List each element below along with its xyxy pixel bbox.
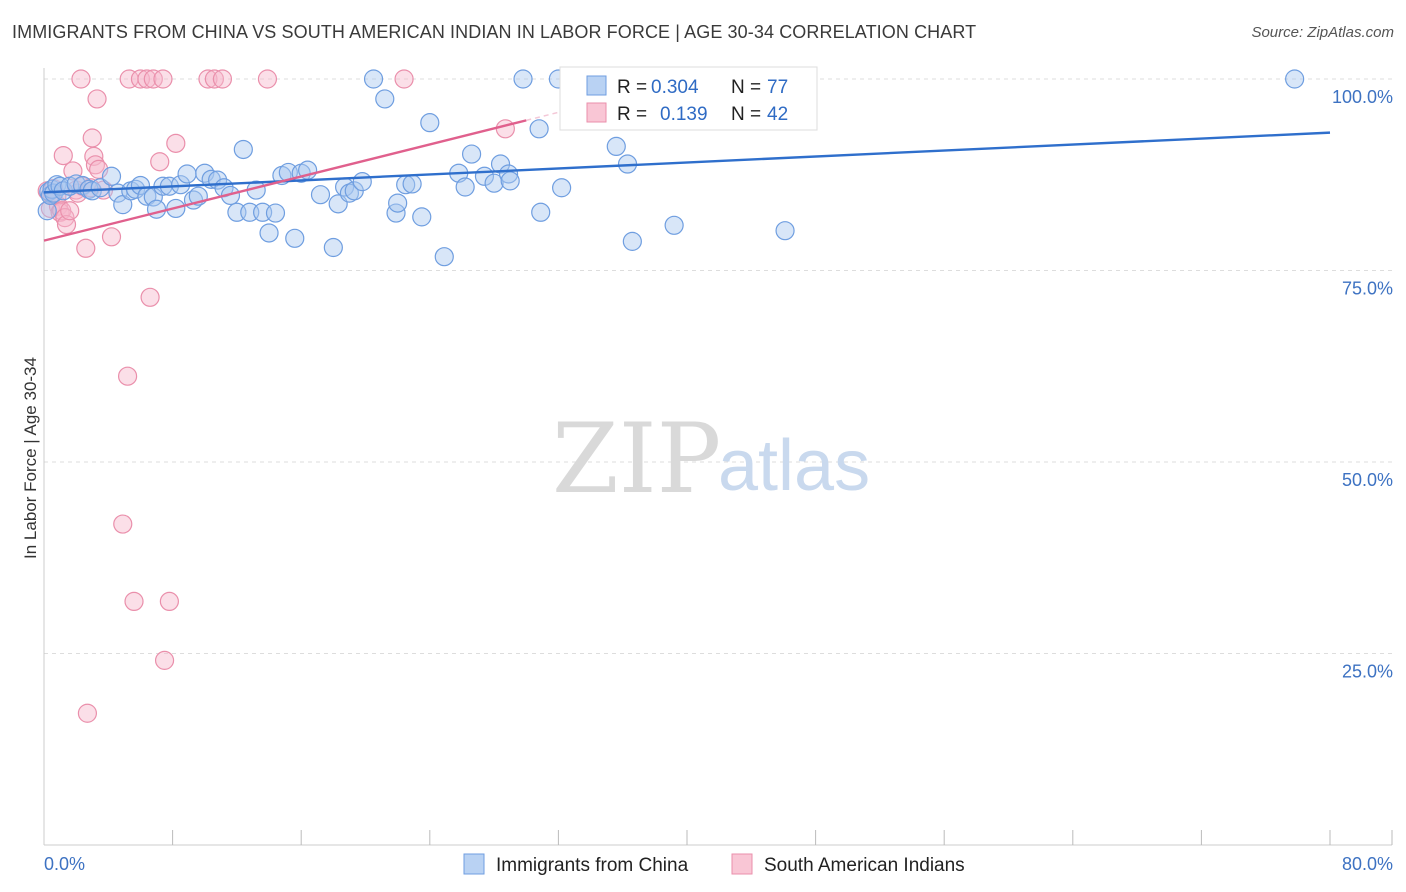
legend-n-label-pink: N = bbox=[731, 104, 761, 125]
point-china bbox=[622, 231, 642, 251]
point-south-american-indian bbox=[394, 69, 414, 89]
point-south-american-indian bbox=[153, 69, 173, 89]
legend-r-value-blue: 0.304 bbox=[651, 77, 699, 98]
point-china bbox=[386, 203, 406, 223]
y-axis-label: In Labor Force | Age 30-34 bbox=[21, 357, 40, 559]
bottom-legend-label-blue: Immigrants from China bbox=[496, 855, 689, 876]
point-china bbox=[90, 178, 110, 198]
point-china bbox=[531, 202, 551, 222]
point-china bbox=[1285, 69, 1305, 89]
legend-n-value-blue: 77 bbox=[767, 77, 788, 98]
watermark-atlas: atlas bbox=[718, 426, 870, 506]
legend: R = 0.304 N = 77 R = 0.139 N = 42 bbox=[559, 66, 818, 131]
point-china bbox=[412, 207, 432, 227]
point-china bbox=[285, 228, 305, 248]
legend-r-label-pink: R = bbox=[617, 104, 647, 125]
point-china bbox=[66, 174, 86, 194]
legend-n-label-blue: N = bbox=[731, 77, 761, 98]
point-china bbox=[552, 178, 572, 198]
series-south-american-indians bbox=[37, 69, 515, 723]
y-tick-label: 75.0% bbox=[1342, 279, 1393, 299]
point-china bbox=[37, 201, 57, 221]
point-china bbox=[606, 136, 626, 157]
point-south-american-indian bbox=[495, 119, 515, 139]
point-china bbox=[177, 164, 197, 184]
point-china bbox=[420, 113, 440, 133]
point-south-american-indian bbox=[166, 133, 186, 153]
point-south-american-indian bbox=[159, 591, 179, 612]
point-china bbox=[388, 193, 408, 213]
point-south-american-indian bbox=[204, 69, 224, 89]
point-china bbox=[484, 173, 504, 193]
point-china bbox=[664, 215, 684, 235]
point-china bbox=[130, 175, 151, 196]
point-china bbox=[352, 172, 372, 192]
point-south-american-indian bbox=[117, 366, 138, 386]
point-china bbox=[265, 203, 286, 223]
source-label: Source: ZipAtlas.com bbox=[1251, 24, 1394, 41]
point-china bbox=[310, 185, 331, 205]
point-china bbox=[775, 221, 795, 241]
point-south-american-indian bbox=[140, 287, 160, 307]
x-tick-label: 0.0% bbox=[44, 854, 85, 874]
y-tick-label: 50.0% bbox=[1342, 470, 1393, 490]
point-china bbox=[323, 237, 343, 258]
bottom-legend-swatch-blue bbox=[463, 853, 485, 875]
point-china bbox=[529, 119, 549, 139]
point-china bbox=[513, 69, 533, 89]
point-south-american-indian bbox=[143, 69, 163, 89]
point-south-american-indian bbox=[82, 128, 102, 148]
point-south-american-indian bbox=[101, 227, 122, 247]
legend-r-value-pink: 0.139 bbox=[660, 104, 708, 125]
point-china bbox=[363, 69, 384, 89]
bottom-legend-label-pink: South American Indians bbox=[764, 855, 965, 876]
point-china bbox=[402, 174, 422, 194]
point-china bbox=[490, 154, 511, 174]
legend-r-label-blue: R = bbox=[617, 77, 647, 98]
watermark-zip: ZIP bbox=[552, 403, 721, 515]
grid-lines bbox=[44, 78, 1392, 654]
point-south-american-indian bbox=[198, 69, 218, 89]
point-china bbox=[455, 177, 475, 197]
y-tick-label: 25.0% bbox=[1342, 662, 1393, 682]
watermark: ZIP atlas bbox=[552, 403, 870, 515]
point-south-american-indian bbox=[257, 69, 278, 89]
point-china bbox=[375, 89, 395, 109]
point-south-american-indian bbox=[154, 650, 175, 670]
point-south-american-indian bbox=[87, 89, 107, 109]
point-south-american-indian bbox=[137, 69, 157, 89]
x-tick-label: 80.0% bbox=[1342, 854, 1393, 874]
bottom-legend: Immigrants from China South American Ind… bbox=[463, 853, 965, 876]
trend-line-pink bbox=[43, 119, 527, 242]
point-south-american-indian bbox=[124, 591, 144, 612]
axes bbox=[43, 68, 1393, 846]
point-south-american-indian bbox=[113, 514, 133, 534]
series-immigrants-from-china bbox=[37, 69, 1305, 267]
legend-swatch-blue bbox=[586, 75, 607, 96]
point-south-american-indian bbox=[150, 152, 170, 172]
point-south-american-indian bbox=[212, 69, 233, 89]
point-china bbox=[101, 166, 122, 186]
point-china bbox=[500, 171, 520, 191]
tick-labels: 25.0% 50.0% 75.0% 100.0% 0.0% 80.0% bbox=[44, 87, 1393, 874]
point-china bbox=[461, 144, 482, 164]
legend-swatch-pink bbox=[586, 102, 607, 123]
point-south-american-indian bbox=[60, 201, 80, 221]
point-south-american-indian bbox=[77, 703, 98, 723]
point-china bbox=[259, 223, 279, 243]
y-tick-label: 100.0% bbox=[1332, 87, 1393, 107]
chart-title: IMMIGRANTS FROM CHINA VS SOUTH AMERICAN … bbox=[12, 22, 977, 42]
point-south-american-indian bbox=[71, 69, 91, 89]
point-china bbox=[233, 139, 253, 160]
bottom-legend-swatch-pink bbox=[731, 853, 753, 875]
legend-n-value-pink: 42 bbox=[767, 104, 788, 125]
point-south-american-indian bbox=[53, 146, 73, 166]
point-china bbox=[146, 199, 167, 219]
trend-line-blue bbox=[43, 131, 1331, 194]
point-south-american-indian bbox=[76, 238, 96, 258]
point-china bbox=[434, 247, 454, 267]
